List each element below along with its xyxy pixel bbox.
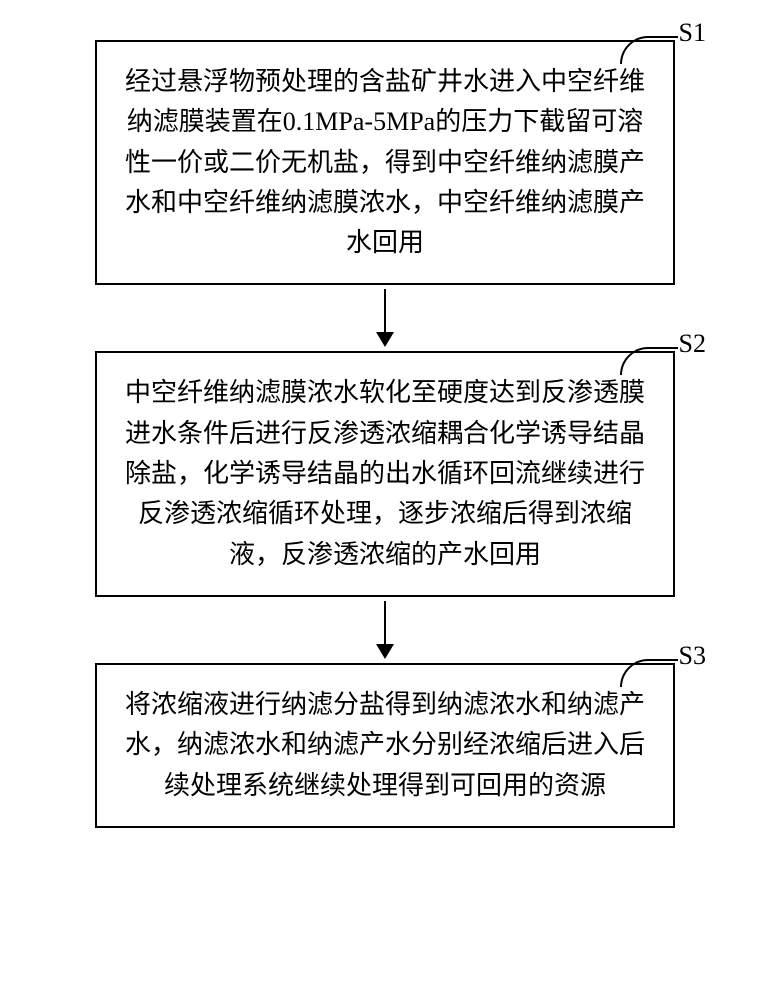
step-3-wrapper: S3 将浓缩液进行纳滤分盐得到纳滤浓水和纳滤产水，纳滤浓水和纳滤产水分别经浓缩后… <box>50 663 720 828</box>
step-1-label: S1 <box>679 18 706 48</box>
step-3-box: 将浓缩液进行纳滤分盐得到纳滤浓水和纳滤产水，纳滤浓水和纳滤产水分别经浓缩后进入后… <box>95 663 675 828</box>
step-2-text: 中空纤维纳滤膜浓水软化至硬度达到反渗透膜进水条件后进行反渗透浓缩耦合化学诱导结晶… <box>125 378 645 568</box>
step-1-box: 经过悬浮物预处理的含盐矿井水进入中空纤维纳滤膜装置在0.1MPa-5MPa的压力… <box>95 40 675 285</box>
step-2-label: S2 <box>679 329 706 359</box>
arrow-line <box>384 289 386 333</box>
arrow-line <box>384 601 386 645</box>
arrow-head-icon <box>376 332 394 347</box>
step-3-label: S3 <box>679 641 706 671</box>
step-1-text: 经过悬浮物预处理的含盐矿井水进入中空纤维纳滤膜装置在0.1MPa-5MPa的压力… <box>125 67 645 257</box>
arrow-head-icon <box>376 644 394 659</box>
arrow-2-3 <box>376 601 394 659</box>
arrow-1-2 <box>376 289 394 347</box>
flowchart-container: S1 经过悬浮物预处理的含盐矿井水进入中空纤维纳滤膜装置在0.1MPa-5MPa… <box>50 40 720 828</box>
step-3-text: 将浓缩液进行纳滤分盐得到纳滤浓水和纳滤产水，纳滤浓水和纳滤产水分别经浓缩后进入后… <box>125 690 645 800</box>
step-1-wrapper: S1 经过悬浮物预处理的含盐矿井水进入中空纤维纳滤膜装置在0.1MPa-5MPa… <box>50 40 720 285</box>
step-2-wrapper: S2 中空纤维纳滤膜浓水软化至硬度达到反渗透膜进水条件后进行反渗透浓缩耦合化学诱… <box>50 351 720 596</box>
step-2-box: 中空纤维纳滤膜浓水软化至硬度达到反渗透膜进水条件后进行反渗透浓缩耦合化学诱导结晶… <box>95 351 675 596</box>
